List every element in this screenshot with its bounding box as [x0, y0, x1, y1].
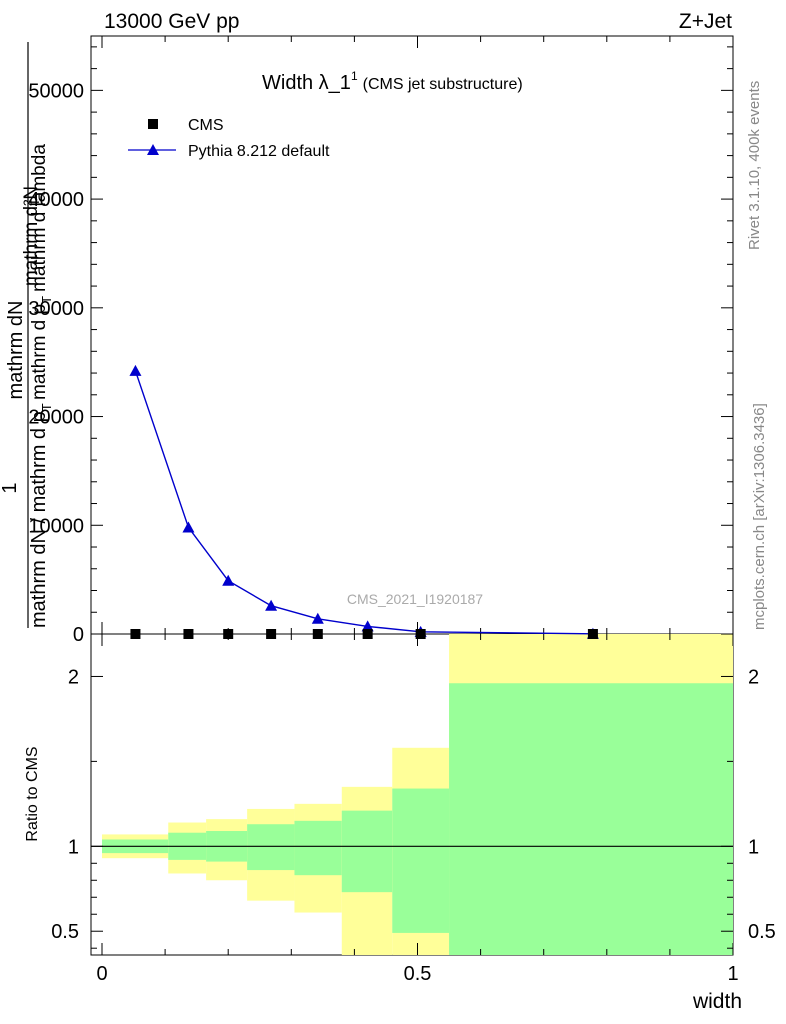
cms-point-4	[312, 629, 323, 639]
ratio-ytick-label-right-2: 2	[748, 666, 759, 688]
top-ytick-label-3: 30000	[28, 298, 84, 320]
y-label-overlay-den: mathrm d pTmathrm d lambda	[29, 144, 54, 400]
top-ytick-label-2: 20000	[28, 407, 84, 429]
cms-point-0	[130, 629, 141, 639]
top-y-label: 1 mathrm dN mathrm dN / mathrm d pT math…	[0, 42, 54, 628]
ratio-bands	[91, 634, 733, 955]
mc-point-2	[222, 574, 235, 586]
x-axis-label: width	[692, 990, 742, 1013]
ratio-ytick-label-left-1: 1	[68, 836, 79, 858]
ratio-ytick-label-left-2: 2	[68, 666, 79, 688]
plot-title-suffix: (CMS jet substructure)	[363, 76, 523, 93]
legend-mc-marker	[147, 144, 159, 155]
xtick-label-1: 0.5	[404, 963, 432, 985]
top-ytick-label-0: 0	[73, 624, 84, 646]
mc-point-4	[311, 612, 324, 624]
mc-point-1	[182, 521, 195, 533]
process-label: Z+Jet	[679, 10, 732, 33]
legend-mc-label: Pythia 8.212 default	[188, 143, 330, 160]
collision-label: 13000 GeV pp	[104, 10, 239, 33]
ratio-ytick-label-right-0: 0.5	[748, 921, 776, 943]
xtick-label-2: 1	[727, 963, 738, 985]
ratio-y-axis: 0.5 0.5 1 1 2 2	[51, 666, 776, 949]
mcplots-label: mcplots.cern.ch [arXiv:1306.3436]	[751, 403, 768, 630]
cms-point-3	[266, 629, 277, 639]
ratio-inner-band-4	[294, 820, 342, 876]
ratio-inner-band-3	[247, 824, 295, 871]
xtick-label-0: 0	[96, 963, 107, 985]
y-label-num-2: mathrm dN	[5, 301, 27, 400]
y-label-overlay-num: mathrm d²N	[21, 186, 42, 286]
top-ytick-label-4: 40000	[28, 189, 84, 211]
ratio-ytick-label-left-0: 0.5	[51, 921, 79, 943]
top-ytick-label-1: 10000	[28, 515, 84, 537]
series-layer	[129, 364, 599, 639]
mc-point-3	[265, 599, 278, 611]
ratio-inner-band-7	[449, 683, 733, 955]
cms-point-2	[223, 629, 234, 639]
mc-point-5	[361, 620, 374, 632]
cms-point-1	[183, 629, 194, 639]
cms-point-6	[415, 629, 426, 639]
analysis-watermark: CMS_2021_I1920187	[347, 591, 483, 607]
ratio-y-label: Ratio to CMS	[24, 746, 41, 841]
legend-cms-label: CMS	[188, 117, 224, 134]
ratio-inner-band-6	[392, 788, 450, 933]
cms-point-7	[587, 629, 598, 639]
plot-title: Width λ_11 (CMS jet substructure)	[262, 69, 523, 94]
mc-line	[134, 370, 593, 635]
plot-title-main: Width λ_1	[262, 72, 351, 94]
ratio-inner-band-5	[341, 810, 393, 893]
plot-title-sup: 1	[351, 69, 358, 83]
legend-cms-marker	[148, 119, 158, 129]
top-y-axis: 0 10000 20000 30000 40000 50000	[28, 46, 733, 646]
mc-point-0	[129, 364, 142, 376]
rivet-version-label: Rivet 3.1.10, 400k events	[746, 81, 763, 250]
y-label-den-1: mathrm dN / mathrm d pT	[28, 403, 54, 628]
top-ytick-label-5: 50000	[28, 80, 84, 102]
cms-point-5	[362, 629, 373, 639]
legend: CMS Pythia 8.212 default	[128, 117, 330, 160]
y-label-num-1: 1	[0, 482, 21, 493]
ratio-ytick-label-right-1: 1	[748, 836, 759, 858]
